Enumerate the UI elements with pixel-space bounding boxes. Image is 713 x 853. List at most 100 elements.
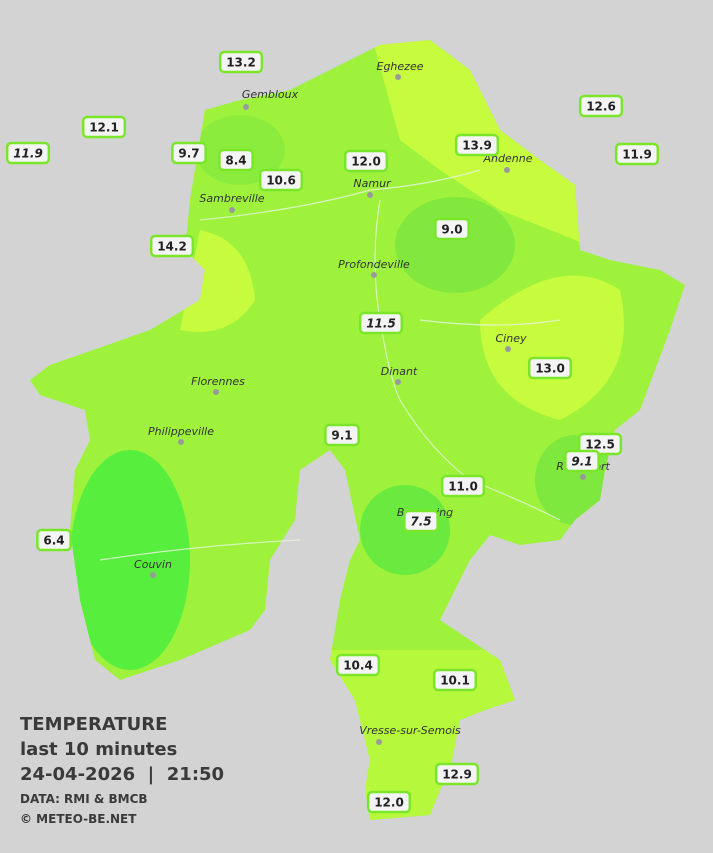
station-value: 11.5 — [366, 317, 396, 331]
station: 10.1 — [432, 668, 478, 692]
station: 11.5 — [358, 311, 404, 335]
station: 14.2 — [149, 234, 195, 258]
city-dot — [367, 192, 373, 198]
station-value: 10.4 — [343, 659, 373, 673]
station-box — [258, 168, 304, 192]
city-layer: EghezeeGemblouxAndenneNamurSambrevillePr… — [134, 60, 610, 745]
station: 11.9 — [614, 142, 660, 166]
city-label: Eghezee — [377, 60, 424, 73]
station-value: 8.4 — [225, 154, 246, 168]
station-box — [434, 762, 480, 786]
station-box — [218, 148, 254, 172]
station-value: 12.6 — [586, 100, 616, 114]
legend-copyright: © METEO-BE.NET — [20, 812, 137, 826]
city-dot — [395, 74, 401, 80]
station-box — [218, 50, 264, 74]
station-value: 11.9 — [13, 147, 43, 161]
station-value: 12.5 — [585, 438, 615, 452]
station: 12.0 — [366, 790, 412, 814]
city-label: Vresse-sur-Semois — [359, 724, 461, 737]
city-label: Ciney — [496, 332, 527, 345]
station-box — [454, 133, 500, 157]
city-label: Namur — [353, 177, 392, 190]
station-box — [358, 311, 404, 335]
city-dot — [505, 346, 511, 352]
station-box — [577, 432, 623, 456]
city-dot — [395, 379, 401, 385]
station: 9.1 — [324, 423, 360, 447]
city-dot — [371, 272, 377, 278]
station-box — [5, 141, 51, 165]
station-box — [366, 790, 412, 814]
city-dot — [229, 207, 235, 213]
station-value: 13.2 — [226, 56, 256, 70]
city-dot — [243, 104, 249, 110]
city-dot — [178, 439, 184, 445]
station-value: 10.6 — [266, 174, 296, 188]
station-value: 12.0 — [351, 155, 381, 169]
station-box — [171, 141, 207, 165]
city-label: Philippeville — [148, 425, 214, 438]
station: 10.4 — [335, 653, 381, 677]
city-dot — [580, 474, 586, 480]
station-box — [564, 449, 600, 473]
station-box — [149, 234, 195, 258]
station: 9.0 — [434, 217, 470, 241]
station-box — [440, 474, 486, 498]
station-value: 13.9 — [462, 139, 492, 153]
station: 11.9 — [5, 141, 51, 165]
city-label: Florennes — [191, 375, 245, 388]
station: 12.9 — [434, 762, 480, 786]
station: 12.1 — [81, 115, 127, 139]
station: 12.0 — [343, 149, 389, 173]
city-dot — [504, 167, 510, 173]
station-value: 9.1 — [331, 429, 352, 443]
city-label: Sambreville — [199, 192, 264, 205]
station-box — [335, 653, 381, 677]
station-value: 9.1 — [571, 455, 592, 469]
station: 13.9 — [454, 133, 500, 157]
station: 9.1 — [564, 449, 600, 473]
station-layer: 13.2 12.1 11.9 9.7 8.4 10.6 12.0 13.9 12.6 11.9 14… — [5, 50, 660, 814]
station: 6.4 — [36, 528, 72, 552]
station: 9.7 — [171, 141, 207, 165]
station-value: 13.0 — [535, 362, 565, 376]
station: 13.2 — [218, 50, 264, 74]
station: 12.5 — [577, 432, 623, 456]
city-label: Profondeville — [338, 258, 410, 271]
station-box — [578, 94, 624, 118]
station-box — [614, 142, 660, 166]
station-value: 12.0 — [374, 796, 404, 810]
legend-title: TEMPERATURE — [20, 714, 167, 735]
station-box — [403, 509, 439, 533]
station-value: 7.5 — [410, 515, 431, 529]
station-value: 14.2 — [157, 240, 187, 254]
station-box — [81, 115, 127, 139]
station: 7.5 — [403, 509, 439, 533]
city-label: Gembloux — [242, 88, 299, 101]
station: 11.0 — [440, 474, 486, 498]
station-box — [434, 217, 470, 241]
legend-subtitle: last 10 minutes — [20, 739, 177, 760]
city-dot — [150, 572, 156, 578]
station-value: 9.7 — [178, 147, 199, 161]
station: 8.4 — [218, 148, 254, 172]
station-box — [432, 668, 478, 692]
station-value: 10.1 — [440, 674, 470, 688]
city-dot — [376, 739, 382, 745]
station-box — [343, 149, 389, 173]
rivers — [99, 169, 561, 561]
station: 10.6 — [258, 168, 304, 192]
station: 12.6 — [578, 94, 624, 118]
legend-source: DATA: RMI & BMCB — [20, 792, 148, 806]
city-dot — [213, 389, 219, 395]
station-value: 9.0 — [441, 223, 462, 237]
station-value: 12.1 — [89, 121, 119, 135]
station: 13.0 — [527, 356, 573, 380]
station-value: 11.0 — [448, 480, 478, 494]
station-value: 12.9 — [442, 768, 472, 782]
station-value: 6.4 — [43, 534, 64, 548]
station-box — [527, 356, 573, 380]
station-value: 11.9 — [622, 148, 652, 162]
